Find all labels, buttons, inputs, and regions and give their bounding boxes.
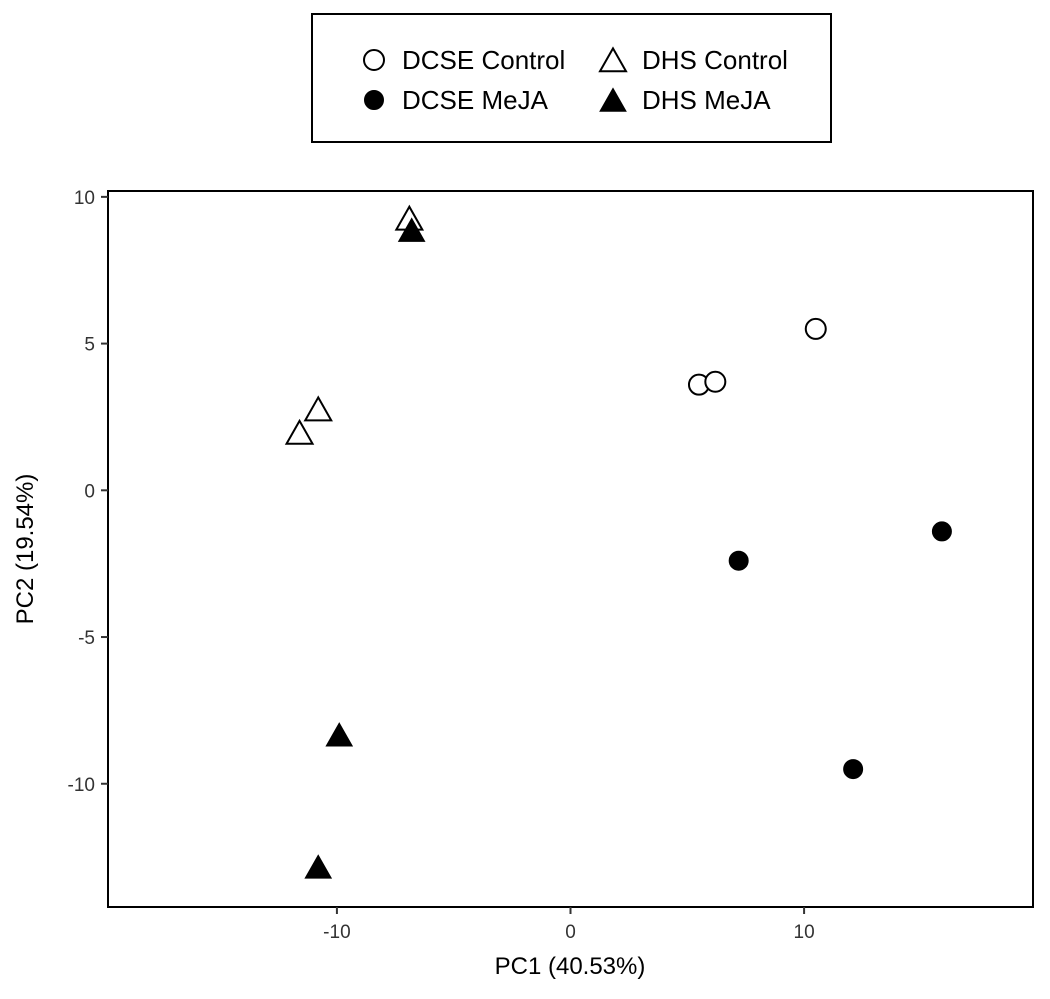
legend-label-dcse-control: DCSE Control <box>402 45 565 75</box>
point-dcse-meja <box>931 521 952 542</box>
x-tick-label: -10 <box>323 922 350 943</box>
point-dcse-control <box>704 370 727 393</box>
legend-label-dcse-meja: DCSE MeJA <box>402 85 549 115</box>
legend: DCSE Control DHS Control DCSE MeJA DHS MeJA <box>311 13 832 143</box>
data-points <box>284 204 952 879</box>
x-axis-title: PC1 (40.53%) <box>495 953 646 980</box>
y-axis-title: PC2 (19.54%) <box>12 474 39 625</box>
legend-key-dcse-meja <box>364 90 384 110</box>
point-dcse-meja <box>843 759 864 780</box>
y-tick-label: -5 <box>78 628 95 649</box>
legend-label-dhs-meja: DHS MeJA <box>642 85 771 115</box>
y-tick-label: -10 <box>68 775 95 796</box>
plot-panel-border <box>107 190 1034 908</box>
point-dhs-control <box>303 395 333 422</box>
point-dhs-control <box>284 418 315 445</box>
y-axis: 10 5 0 -5 -10 <box>68 188 108 796</box>
y-tick-label: 0 <box>84 481 95 502</box>
legend-box <box>311 13 832 143</box>
y-tick-label: 10 <box>74 188 95 209</box>
y-tick-label: 5 <box>84 335 95 356</box>
legend-key-dhs-meja <box>599 87 627 112</box>
legend-label-dhs-control: DHS Control <box>642 45 788 75</box>
point-dcse-meja <box>728 550 749 571</box>
x-tick-label: 0 <box>565 922 576 943</box>
legend-key-dcse-control <box>363 49 385 71</box>
x-axis: -10 0 10 <box>323 907 815 943</box>
point-dhs-meja <box>397 217 426 242</box>
legend-key-dhs-control <box>598 46 628 73</box>
point-dcse-control <box>804 317 827 340</box>
point-dhs-meja <box>304 854 333 879</box>
point-dhs-meja <box>325 722 354 747</box>
x-tick-label: 10 <box>794 922 815 943</box>
